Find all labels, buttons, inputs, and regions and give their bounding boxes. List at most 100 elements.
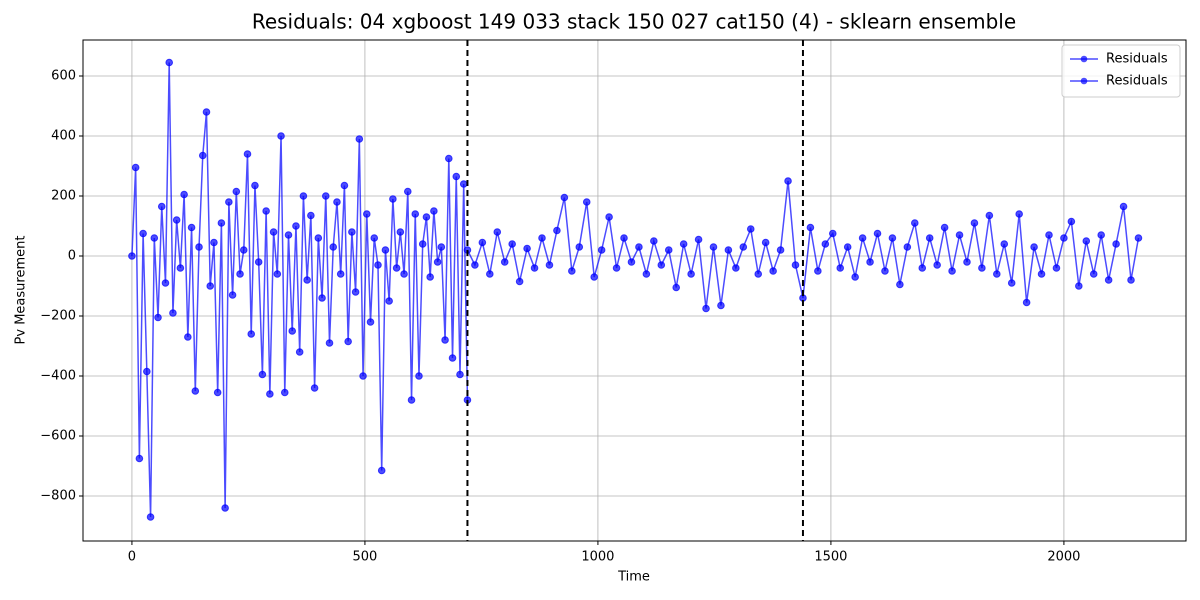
data-point [184, 333, 192, 341]
data-point [679, 240, 688, 248]
data-point [351, 288, 360, 296]
data-point [873, 229, 882, 238]
data-point [187, 223, 196, 232]
data-point [336, 270, 345, 278]
data-point [172, 216, 181, 224]
data-point [664, 246, 673, 254]
data-point [933, 261, 941, 269]
data-point [139, 229, 147, 238]
data-point [426, 273, 434, 281]
data-point [1037, 270, 1046, 278]
legend-marker [1080, 55, 1088, 63]
data-point [575, 243, 584, 251]
data-point [955, 231, 964, 239]
y-tick-label: 200 [51, 189, 76, 204]
data-point [169, 309, 177, 317]
data-point [269, 228, 278, 236]
data-point [478, 238, 487, 247]
data-point [523, 244, 531, 253]
y-tick-label: −600 [40, 429, 76, 444]
y-tick-label: −200 [40, 309, 76, 324]
legend-label: Residuals [1106, 52, 1168, 67]
data-point [776, 246, 785, 254]
data-point [657, 261, 666, 269]
data-point [273, 270, 282, 278]
data-point [396, 228, 405, 236]
data-point [258, 370, 267, 379]
data-point [180, 190, 188, 199]
data-point [254, 258, 263, 266]
data-point [896, 280, 904, 289]
data-point [433, 258, 442, 266]
data-point [672, 283, 681, 292]
data-point [471, 261, 479, 269]
data-point [221, 504, 229, 512]
data-point [407, 396, 416, 404]
data-point [970, 219, 979, 227]
data-point [769, 267, 777, 275]
data-point [642, 270, 651, 278]
data-point [724, 246, 733, 254]
data-point [1119, 202, 1128, 211]
x-tick-label: 500 [353, 550, 378, 565]
data-point [344, 337, 352, 346]
data-point [500, 258, 509, 266]
y-axis-label: Pv Measurement [14, 236, 29, 345]
data-point [456, 370, 464, 379]
data-point [437, 243, 446, 251]
data-point [545, 261, 554, 269]
data-point [131, 163, 140, 172]
data-point [1015, 210, 1023, 218]
data-point [948, 267, 956, 275]
data-point [441, 336, 449, 344]
data-point [993, 270, 1001, 278]
data-point [978, 264, 986, 272]
y-tick-label: 600 [51, 69, 76, 84]
y-tick-label: 400 [51, 129, 76, 144]
data-point [277, 132, 285, 140]
data-point [243, 150, 252, 158]
data-point [605, 213, 613, 221]
data-point [1052, 264, 1061, 272]
data-point [374, 261, 382, 269]
data-point [359, 372, 367, 380]
data-point [452, 172, 461, 181]
data-point [415, 372, 423, 380]
y-tick-label: −800 [40, 489, 76, 504]
data-point [538, 234, 546, 242]
data-point [422, 213, 431, 221]
data-point [247, 330, 256, 338]
data-point [754, 270, 763, 278]
data-point [366, 318, 375, 326]
data-point [198, 151, 207, 160]
data-point [284, 231, 293, 239]
data-point [448, 354, 457, 362]
data-point [202, 108, 211, 116]
data-point [590, 273, 598, 281]
data-point [612, 264, 621, 272]
data-point [392, 264, 401, 272]
data-point [761, 238, 770, 247]
data-point [1067, 217, 1076, 226]
data-point [553, 226, 561, 235]
data-point [508, 240, 516, 248]
data-point [146, 513, 155, 521]
data-point [217, 219, 226, 227]
data-point [310, 384, 319, 392]
data-point [154, 313, 162, 322]
data-point [1075, 282, 1083, 290]
y-tick-label: −400 [40, 369, 76, 384]
data-point [791, 261, 800, 269]
data-point [213, 388, 222, 397]
data-point [295, 348, 304, 356]
data-point [784, 177, 792, 185]
x-tick-label: 1000 [581, 550, 614, 565]
data-point [191, 387, 200, 395]
data-point [236, 270, 244, 278]
data-point [389, 195, 397, 203]
data-point [355, 135, 364, 143]
data-point [687, 270, 695, 278]
data-point [582, 198, 591, 206]
data-point [739, 243, 748, 251]
